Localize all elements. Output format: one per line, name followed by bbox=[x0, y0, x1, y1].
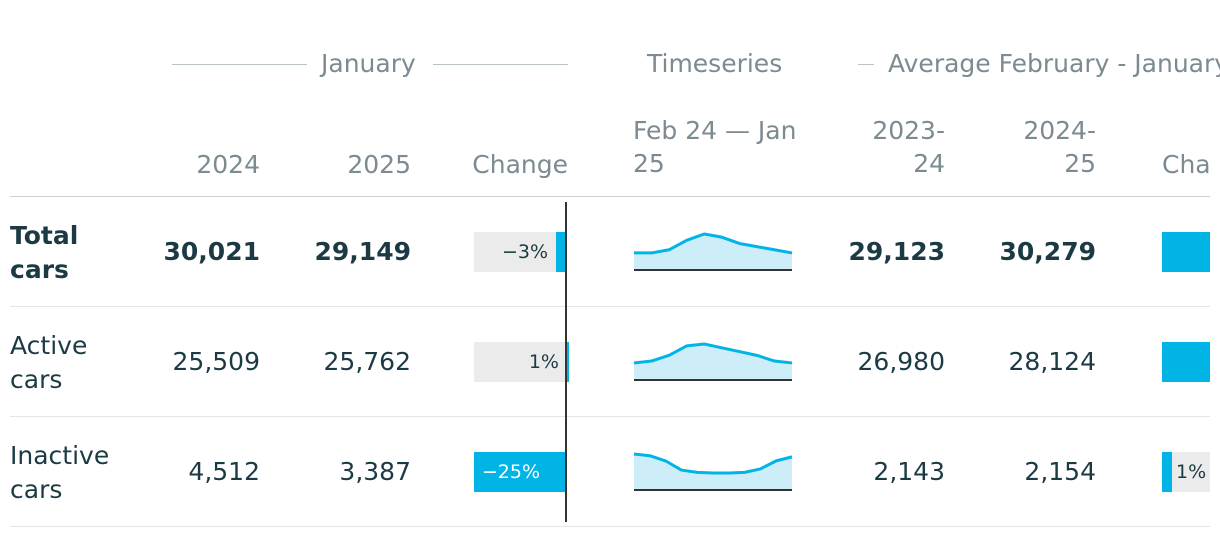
change-bar bbox=[556, 232, 566, 272]
cell-jan-2025: 3,387 bbox=[339, 457, 411, 486]
col-header-change-avg: Change bbox=[1162, 148, 1210, 181]
sparkline bbox=[633, 342, 793, 381]
cell-jan-2024: 25,509 bbox=[172, 347, 260, 376]
group-line-left bbox=[172, 64, 307, 65]
row-divider-3 bbox=[10, 526, 1210, 527]
sparkline-line bbox=[633, 342, 793, 365]
sparkline-line bbox=[634, 232, 793, 255]
cell-jan-2024: 30,021 bbox=[163, 237, 260, 266]
cell-avg-2023-24: 26,980 bbox=[857, 347, 945, 376]
row-label-total-cars: Total cars bbox=[10, 221, 79, 284]
header-rule bbox=[10, 196, 1210, 197]
sparkline bbox=[634, 232, 793, 271]
avg-change-bar bbox=[1162, 452, 1172, 492]
change-label: −25% bbox=[481, 461, 540, 483]
cell-avg-2024-25: 30,279 bbox=[999, 237, 1096, 266]
avg-change-bar bbox=[1162, 232, 1210, 272]
cell-jan-2024: 4,512 bbox=[188, 457, 260, 486]
sparkline-area bbox=[634, 344, 792, 380]
row-divider-1 bbox=[10, 306, 1210, 307]
cell-avg-2023-24: 2,143 bbox=[873, 457, 945, 486]
change-bar bbox=[566, 342, 569, 382]
change-bar-bg bbox=[474, 342, 566, 382]
sparkline-line bbox=[633, 452, 793, 475]
row-divider-2 bbox=[10, 416, 1210, 417]
cell-avg-2024-25: 28,124 bbox=[1008, 347, 1096, 376]
avg-change-label: 1% bbox=[1176, 461, 1207, 483]
cell-avg-2024-25: 2,154 bbox=[1024, 457, 1096, 486]
group-header-timeseries: Timeseries bbox=[647, 49, 783, 78]
group-header-january: January bbox=[321, 49, 416, 78]
group-line-average bbox=[858, 64, 874, 65]
change-label: −3% bbox=[501, 241, 548, 263]
col-header-2025: 2025 bbox=[347, 150, 411, 179]
change-label: 1% bbox=[528, 351, 559, 373]
change-bar-bg bbox=[474, 232, 566, 272]
avg-change-bar bbox=[1162, 342, 1210, 382]
row-label-inactive-cars: Inactive cars bbox=[10, 441, 110, 504]
sparkline-area bbox=[634, 454, 792, 490]
cell-jan-2025: 29,149 bbox=[314, 237, 411, 266]
group-header-average: Average February - January bbox=[888, 49, 1220, 78]
row-label-active-cars: Active cars bbox=[10, 331, 88, 394]
change-bar bbox=[474, 452, 566, 492]
cell-jan-2025: 25,762 bbox=[323, 347, 411, 376]
group-line-right bbox=[433, 64, 568, 65]
col-header-range: Feb 24 — Jan 25 bbox=[633, 116, 797, 178]
col-header-2024-25: 2024-25 bbox=[1023, 116, 1096, 178]
col-header-2023-24: 2023-24 bbox=[872, 116, 945, 178]
sparkline bbox=[633, 452, 793, 491]
sparkline-area bbox=[634, 234, 792, 270]
col-header-change-avg-text: Change bbox=[1162, 150, 1210, 179]
col-header-2024: 2024 bbox=[196, 150, 260, 179]
cell-avg-2023-24: 29,123 bbox=[848, 237, 945, 266]
change-zero-axis bbox=[565, 202, 567, 522]
col-header-change: Change bbox=[472, 150, 568, 179]
